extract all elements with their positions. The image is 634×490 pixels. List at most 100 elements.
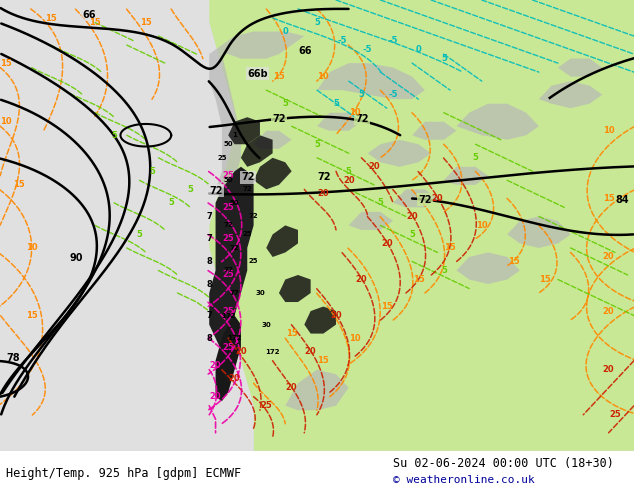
Polygon shape bbox=[228, 117, 260, 144]
Text: -5: -5 bbox=[338, 36, 347, 45]
Text: 25: 25 bbox=[223, 172, 234, 180]
Text: 25: 25 bbox=[243, 231, 252, 238]
Text: 5: 5 bbox=[314, 140, 320, 149]
Text: 20: 20 bbox=[356, 275, 367, 284]
Text: 15: 15 bbox=[413, 275, 424, 284]
Text: 72: 72 bbox=[249, 213, 259, 220]
Text: -5: -5 bbox=[389, 36, 398, 45]
Polygon shape bbox=[539, 81, 602, 108]
Text: 172: 172 bbox=[266, 348, 280, 355]
Text: 72: 72 bbox=[223, 222, 233, 228]
Text: 15: 15 bbox=[1, 59, 12, 68]
Text: 72: 72 bbox=[317, 172, 330, 182]
Polygon shape bbox=[507, 217, 571, 248]
Text: 10: 10 bbox=[349, 108, 361, 117]
Text: 7: 7 bbox=[206, 311, 212, 320]
Text: 25: 25 bbox=[223, 234, 234, 244]
Text: 25: 25 bbox=[223, 270, 234, 279]
Text: 72: 72 bbox=[241, 172, 254, 182]
Text: 20: 20 bbox=[368, 162, 380, 171]
Polygon shape bbox=[209, 167, 254, 352]
Text: 50: 50 bbox=[230, 200, 240, 206]
Text: 84: 84 bbox=[615, 195, 628, 205]
Text: 5: 5 bbox=[168, 198, 174, 207]
Text: 90: 90 bbox=[70, 253, 83, 264]
Text: 5: 5 bbox=[441, 54, 447, 63]
Text: 8: 8 bbox=[206, 257, 212, 266]
Text: Height/Temp. 925 hPa [gdpm] ECMWF: Height/Temp. 925 hPa [gdpm] ECMWF bbox=[6, 467, 242, 480]
Text: 25: 25 bbox=[223, 203, 234, 212]
Polygon shape bbox=[216, 316, 241, 401]
Polygon shape bbox=[317, 63, 425, 99]
Text: 20: 20 bbox=[305, 347, 316, 356]
Text: 72: 72 bbox=[230, 245, 240, 251]
Polygon shape bbox=[285, 369, 349, 410]
Text: 15: 15 bbox=[273, 72, 285, 81]
Text: 78: 78 bbox=[6, 353, 20, 363]
Text: 15: 15 bbox=[13, 180, 25, 189]
Text: 72: 72 bbox=[355, 114, 368, 123]
Text: 20: 20 bbox=[381, 239, 392, 248]
Text: 0: 0 bbox=[282, 27, 288, 36]
Text: Su 02-06-2024 00:00 UTC (18+30): Su 02-06-2024 00:00 UTC (18+30) bbox=[393, 457, 614, 470]
Text: 66: 66 bbox=[298, 46, 311, 56]
Polygon shape bbox=[279, 275, 311, 302]
Polygon shape bbox=[0, 0, 254, 451]
Text: 20: 20 bbox=[406, 212, 418, 221]
Polygon shape bbox=[456, 252, 520, 284]
Text: 10: 10 bbox=[603, 126, 614, 135]
Polygon shape bbox=[209, 0, 634, 451]
Text: 20: 20 bbox=[603, 252, 614, 262]
Text: 5: 5 bbox=[409, 230, 415, 239]
Text: 20: 20 bbox=[603, 307, 614, 316]
Text: 20: 20 bbox=[235, 347, 247, 356]
Text: 72: 72 bbox=[273, 114, 286, 123]
Text: 15: 15 bbox=[318, 356, 329, 365]
Text: 15: 15 bbox=[508, 257, 519, 266]
Text: 50: 50 bbox=[223, 141, 233, 147]
Text: 30: 30 bbox=[255, 290, 265, 296]
Text: 10: 10 bbox=[1, 117, 12, 126]
Text: 20: 20 bbox=[432, 194, 443, 203]
Text: 5: 5 bbox=[358, 90, 365, 99]
Text: 25: 25 bbox=[249, 258, 258, 265]
Text: 25: 25 bbox=[261, 401, 272, 410]
Text: 172: 172 bbox=[228, 335, 242, 341]
Polygon shape bbox=[368, 140, 431, 167]
Polygon shape bbox=[241, 135, 273, 167]
Text: 15: 15 bbox=[26, 311, 37, 320]
Text: 8: 8 bbox=[206, 334, 212, 343]
Text: 20: 20 bbox=[603, 365, 614, 374]
Polygon shape bbox=[349, 212, 393, 230]
Text: 5: 5 bbox=[149, 167, 155, 176]
Text: 66: 66 bbox=[82, 10, 96, 20]
Text: 20: 20 bbox=[210, 392, 221, 401]
Polygon shape bbox=[317, 113, 361, 131]
Text: 5: 5 bbox=[472, 153, 479, 162]
Text: 15: 15 bbox=[45, 14, 56, 23]
Text: 5: 5 bbox=[111, 131, 117, 140]
Text: 72: 72 bbox=[418, 195, 432, 205]
Polygon shape bbox=[209, 31, 304, 59]
Text: 7: 7 bbox=[206, 234, 212, 244]
Text: © weatheronline.co.uk: © weatheronline.co.uk bbox=[393, 475, 535, 485]
Text: 72: 72 bbox=[209, 186, 223, 196]
Text: 10: 10 bbox=[318, 72, 329, 81]
Text: 50: 50 bbox=[223, 177, 233, 183]
Text: 30: 30 bbox=[261, 321, 271, 328]
Text: 8: 8 bbox=[206, 279, 212, 289]
Text: 20: 20 bbox=[286, 383, 297, 392]
Text: 15: 15 bbox=[286, 329, 297, 338]
Polygon shape bbox=[444, 167, 488, 185]
Text: 15: 15 bbox=[444, 244, 456, 252]
Polygon shape bbox=[254, 131, 292, 149]
Text: 10: 10 bbox=[476, 221, 488, 230]
Text: 77: 77 bbox=[223, 268, 233, 273]
Text: 25: 25 bbox=[223, 307, 234, 316]
Text: 5: 5 bbox=[136, 230, 143, 239]
Text: 10: 10 bbox=[349, 334, 361, 343]
Text: 25: 25 bbox=[217, 155, 226, 161]
Text: 0: 0 bbox=[415, 45, 422, 54]
Polygon shape bbox=[266, 225, 298, 257]
Text: 15: 15 bbox=[381, 302, 392, 311]
